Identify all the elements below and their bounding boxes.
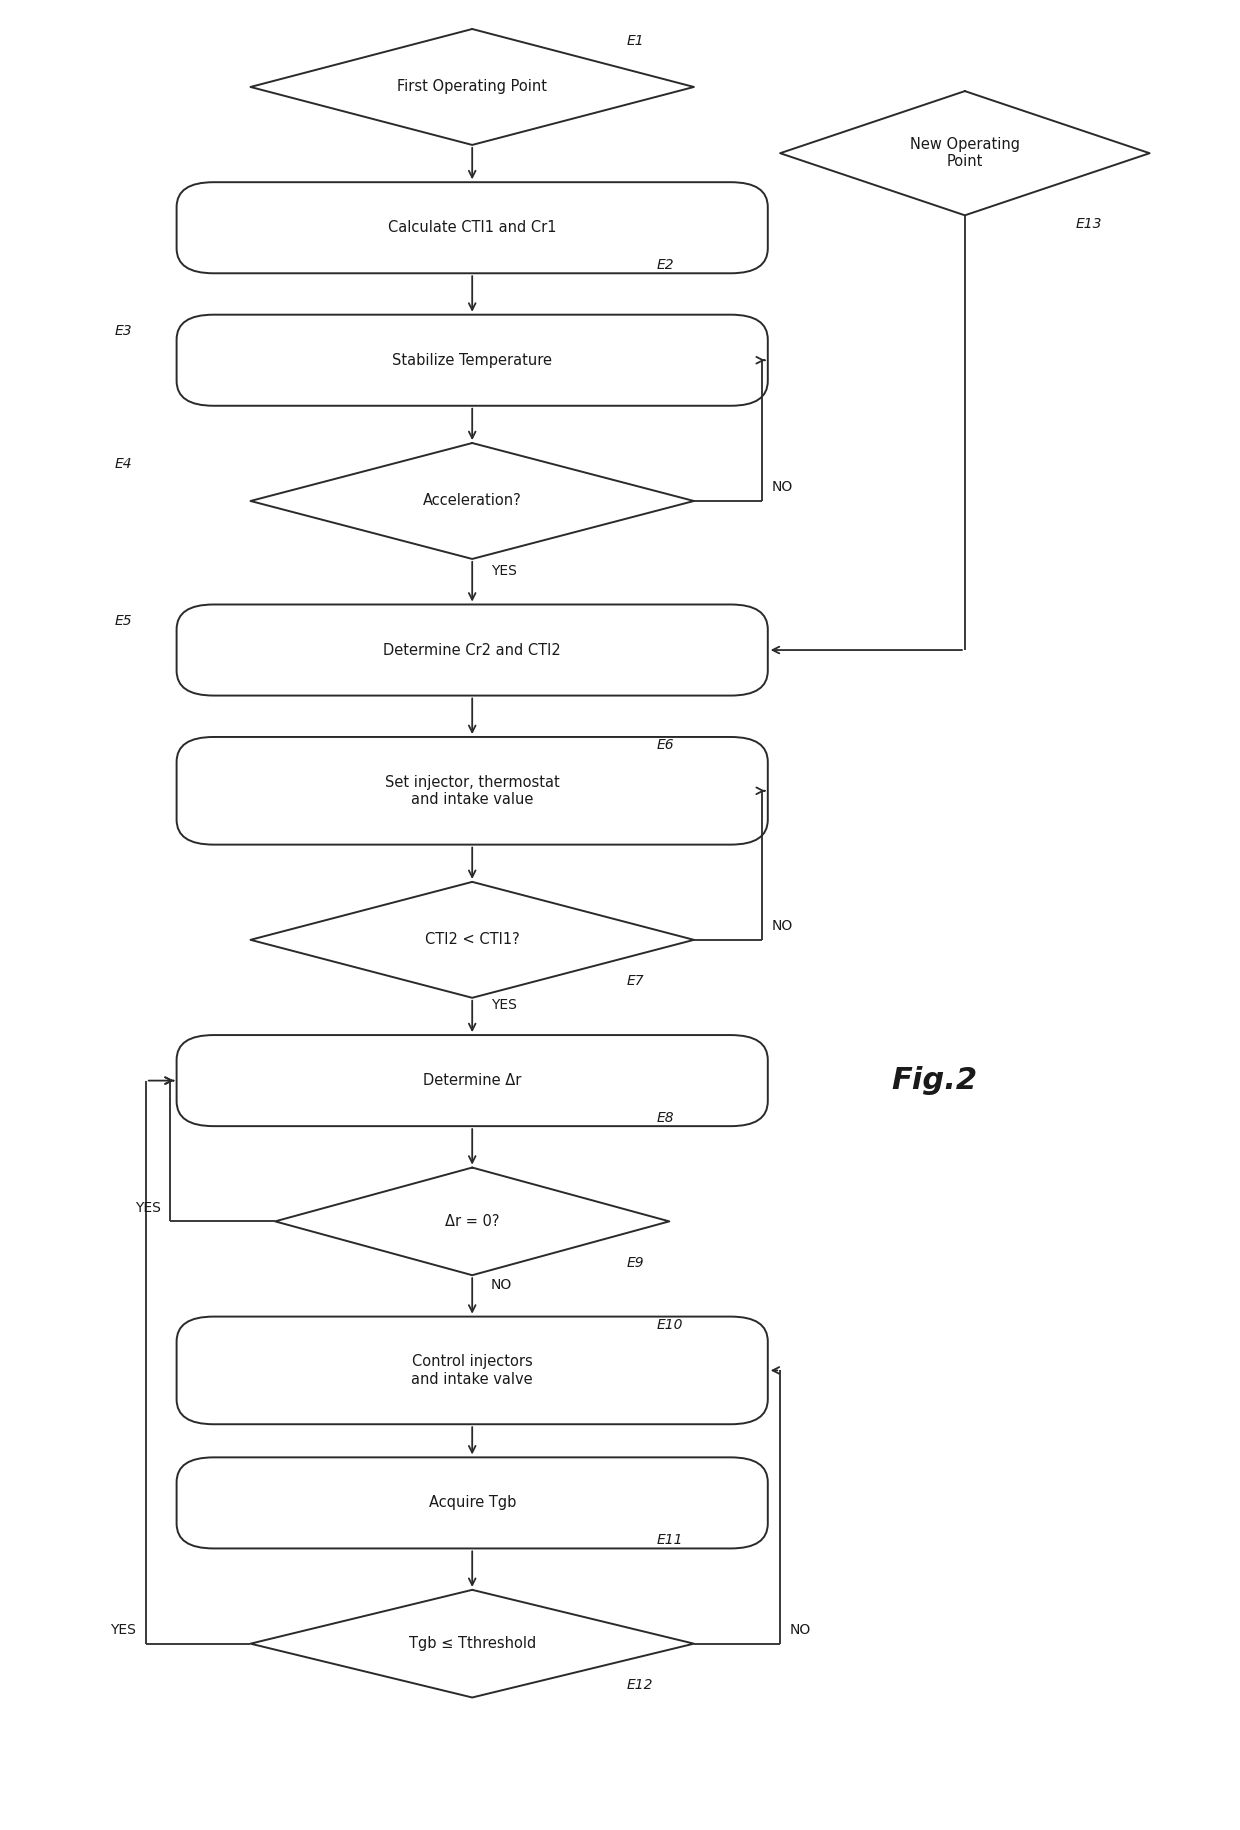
Text: E12: E12 (626, 1678, 652, 1693)
Text: First Operating Point: First Operating Point (397, 79, 547, 95)
Text: YES: YES (110, 1623, 136, 1638)
Text: Set injector, thermostat
and intake value: Set injector, thermostat and intake valu… (384, 774, 559, 807)
Text: Tgb ≤ Tthreshold: Tgb ≤ Tthreshold (408, 1636, 536, 1651)
FancyBboxPatch shape (176, 183, 768, 273)
FancyBboxPatch shape (176, 604, 768, 695)
Text: NO: NO (491, 1277, 512, 1292)
Text: Acceleration?: Acceleration? (423, 494, 522, 509)
FancyBboxPatch shape (176, 315, 768, 406)
Text: Calculate CTI1 and Cr1: Calculate CTI1 and Cr1 (388, 220, 557, 236)
Text: CTI2 < CTI1?: CTI2 < CTI1? (425, 931, 520, 948)
Text: Control injectors
and intake valve: Control injectors and intake valve (412, 1354, 533, 1387)
Text: NO: NO (771, 919, 792, 933)
Text: E13: E13 (1076, 216, 1102, 231)
Text: NO: NO (771, 479, 792, 494)
FancyBboxPatch shape (176, 737, 768, 845)
Text: YES: YES (491, 999, 517, 1012)
FancyBboxPatch shape (176, 1457, 768, 1548)
Text: E3: E3 (115, 324, 133, 339)
Text: New Operating
Point: New Operating Point (910, 137, 1019, 170)
Text: E11: E11 (657, 1534, 683, 1546)
Text: E5: E5 (115, 615, 133, 628)
Text: Determine Δr: Determine Δr (423, 1072, 521, 1089)
Text: Stabilize Temperature: Stabilize Temperature (392, 353, 552, 368)
Text: YES: YES (491, 564, 517, 578)
FancyBboxPatch shape (176, 1316, 768, 1424)
Text: Determine Cr2 and CTI2: Determine Cr2 and CTI2 (383, 642, 560, 657)
Text: E4: E4 (115, 458, 133, 470)
Text: E2: E2 (657, 258, 675, 273)
Text: Δr = 0?: Δr = 0? (445, 1213, 500, 1230)
Text: E7: E7 (626, 974, 644, 988)
Text: E6: E6 (657, 737, 675, 752)
Text: NO: NO (790, 1623, 811, 1638)
Text: E1: E1 (626, 35, 644, 48)
Text: Fig.2: Fig.2 (892, 1067, 977, 1094)
Text: E8: E8 (657, 1111, 675, 1125)
Text: YES: YES (135, 1200, 161, 1215)
Text: E10: E10 (657, 1318, 683, 1332)
Text: E9: E9 (626, 1255, 644, 1270)
FancyBboxPatch shape (176, 1036, 768, 1125)
Text: Acquire Tgb: Acquire Tgb (429, 1495, 516, 1510)
